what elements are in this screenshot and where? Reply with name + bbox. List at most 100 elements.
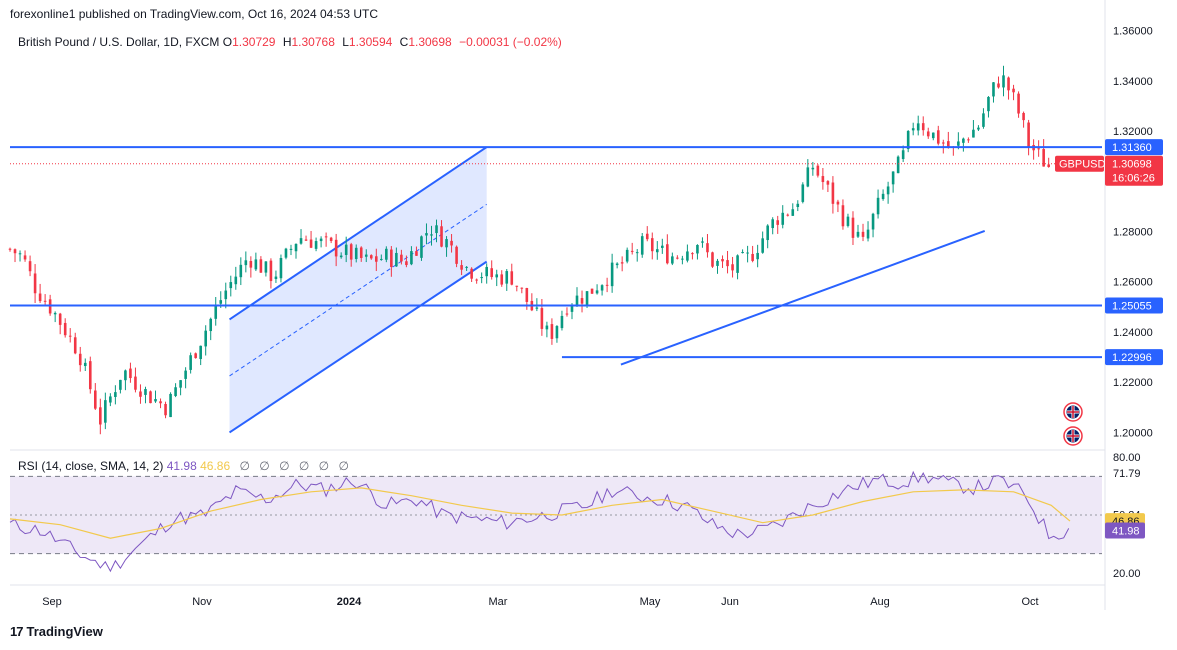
candle-body[interactable] xyxy=(846,216,850,226)
candle-body[interactable] xyxy=(776,220,780,225)
candle-body[interactable] xyxy=(831,182,835,204)
candle-body[interactable] xyxy=(450,240,453,246)
candle-body[interactable] xyxy=(480,277,483,279)
candle-body[interactable] xyxy=(68,335,72,337)
candle-body[interactable] xyxy=(972,129,975,138)
hidden-eye-icon[interactable]: ∅ xyxy=(338,459,349,473)
candle-body[interactable] xyxy=(595,290,599,294)
candle-body[interactable] xyxy=(1037,148,1040,150)
candle-body[interactable] xyxy=(630,250,634,252)
candle-body[interactable] xyxy=(274,276,278,279)
candle-body[interactable] xyxy=(460,265,463,270)
candle-body[interactable] xyxy=(841,205,845,227)
candle-body[interactable] xyxy=(620,262,624,264)
candle-body[interactable] xyxy=(63,322,67,336)
candle-body[interactable] xyxy=(555,326,559,339)
candle-body[interactable] xyxy=(349,244,353,260)
candle-body[interactable] xyxy=(344,244,348,255)
candle-body[interactable] xyxy=(13,249,17,254)
candle-body[interactable] xyxy=(600,285,604,291)
candle-body[interactable] xyxy=(751,253,754,261)
candle-body[interactable] xyxy=(565,313,569,315)
candle-body[interactable] xyxy=(374,256,378,262)
candle-body[interactable] xyxy=(540,308,544,329)
candle-body[interactable] xyxy=(992,82,995,97)
candle-body[interactable] xyxy=(525,288,529,302)
candle-body[interactable] xyxy=(896,156,900,174)
candle-body[interactable] xyxy=(314,241,318,249)
candle-body[interactable] xyxy=(590,288,594,294)
candle-body[interactable] xyxy=(73,337,77,354)
candle-body[interactable] xyxy=(425,233,428,236)
candle-body[interactable] xyxy=(515,285,519,287)
candle-body[interactable] xyxy=(575,295,579,307)
candle-body[interactable] xyxy=(430,234,433,236)
candle-body[interactable] xyxy=(851,217,855,238)
candle-body[interactable] xyxy=(88,361,92,390)
candle-body[interactable] xyxy=(721,259,724,262)
candle-body[interactable] xyxy=(184,370,187,379)
candle-body[interactable] xyxy=(500,274,504,285)
candle-body[interactable] xyxy=(550,324,554,339)
candle-body[interactable] xyxy=(490,268,494,278)
candle-body[interactable] xyxy=(234,276,238,285)
candle-body[interactable] xyxy=(741,252,744,254)
candle-body[interactable] xyxy=(736,255,739,273)
candle-body[interactable] xyxy=(921,123,925,131)
candle-body[interactable] xyxy=(766,225,769,241)
candle-body[interactable] xyxy=(244,260,248,266)
candle-body[interactable] xyxy=(385,248,388,260)
candle-body[interactable] xyxy=(716,260,719,266)
channel-lower-line[interactable] xyxy=(228,260,488,434)
candle-body[interactable] xyxy=(786,214,790,216)
candle-body[interactable] xyxy=(1002,75,1005,88)
candle-body[interactable] xyxy=(440,226,443,247)
candle-body[interactable] xyxy=(445,239,448,248)
candle-body[interactable] xyxy=(18,253,22,255)
candle-body[interactable] xyxy=(926,131,930,137)
rsi-line[interactable] xyxy=(9,470,1070,573)
candle-body[interactable] xyxy=(415,251,418,256)
candle-body[interactable] xyxy=(942,142,945,144)
candle-body[interactable] xyxy=(114,392,117,397)
candle-body[interactable] xyxy=(560,315,564,329)
candle-body[interactable] xyxy=(159,401,162,404)
candle-body[interactable] xyxy=(1042,149,1045,167)
candle-body[interactable] xyxy=(520,287,524,289)
candle-body[interactable] xyxy=(38,293,42,302)
candle-body[interactable] xyxy=(99,407,102,425)
candle-body[interactable] xyxy=(28,261,32,272)
candle-body[interactable] xyxy=(997,83,1000,88)
candle-body[interactable] xyxy=(410,251,413,265)
candle-body[interactable] xyxy=(962,138,965,143)
candle-body[interactable] xyxy=(189,355,192,370)
candle-body[interactable] xyxy=(605,284,609,286)
candle-body[interactable] xyxy=(650,238,654,252)
candle-body[interactable] xyxy=(911,128,915,131)
candle-body[interactable] xyxy=(164,403,167,416)
candle-body[interactable] xyxy=(154,399,157,402)
candle-body[interactable] xyxy=(746,252,749,254)
candle-body[interactable] xyxy=(124,370,127,381)
candle-body[interactable] xyxy=(666,244,669,264)
candle-body[interactable] xyxy=(796,203,800,208)
candle-body[interactable] xyxy=(119,379,122,390)
channel-upper-line[interactable] xyxy=(228,146,488,321)
candle-body[interactable] xyxy=(249,260,253,268)
candle-body[interactable] xyxy=(1017,93,1020,114)
candle-body[interactable] xyxy=(967,139,970,141)
candle-body[interactable] xyxy=(711,252,714,267)
candle-body[interactable] xyxy=(686,251,689,261)
candle-body[interactable] xyxy=(400,254,403,262)
candle-body[interactable] xyxy=(109,396,112,403)
us-flag-icon[interactable] xyxy=(1063,426,1083,446)
candle-body[interactable] xyxy=(645,233,649,240)
candle-body[interactable] xyxy=(264,261,268,273)
candle-body[interactable] xyxy=(485,266,488,277)
candle-body[interactable] xyxy=(505,271,509,284)
candle-body[interactable] xyxy=(8,248,12,250)
candle-body[interactable] xyxy=(640,236,644,255)
candle-body[interactable] xyxy=(420,236,423,258)
candle-body[interactable] xyxy=(781,212,785,225)
